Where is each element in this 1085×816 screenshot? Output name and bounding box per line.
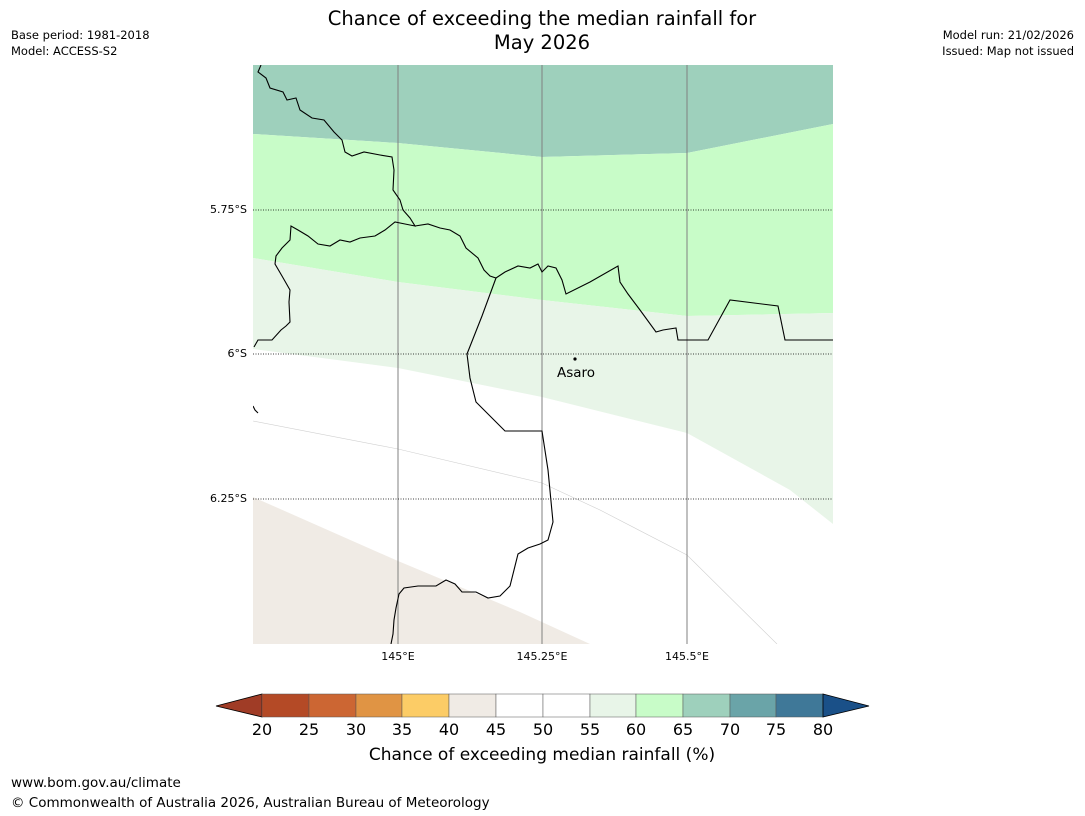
colorbar-cell-50-55 — [542, 693, 591, 718]
colorbar-label: Chance of exceeding median rainfall (%) — [368, 745, 716, 765]
issued-status: Issued: Map not issued — [942, 44, 1074, 58]
lon-label-145: 145°E — [381, 650, 415, 663]
colorbar-cell-65-70 — [682, 693, 731, 718]
contour-line — [253, 420, 778, 644]
colorbar-tick: 60 — [625, 720, 647, 739]
colorbar-tick: 30 — [345, 720, 367, 739]
asaro-marker — [573, 357, 577, 361]
colorbar-cell-35-40 — [401, 693, 450, 718]
colorbar-tick: 50 — [532, 720, 554, 739]
colorbar-cell-55-60 — [589, 693, 637, 718]
colorbar-tick: 40 — [438, 720, 460, 739]
map-title: Chance of exceeding the median rainfall … — [242, 7, 842, 55]
colorbar-cell-40-45 — [448, 693, 497, 718]
colorbar-tick: 70 — [719, 720, 741, 739]
lat-label-6-25: 6.25°S — [210, 492, 247, 505]
meta-right: Model run: 21/02/2026 Issued: Map not is… — [942, 27, 1074, 59]
province-boundary-north — [253, 65, 417, 348]
colorbar-cell-30-35 — [355, 693, 403, 718]
footer-copyright: © Commonwealth of Australia 2026, Austra… — [11, 795, 490, 811]
model-run: Model run: 21/02/2026 — [942, 28, 1074, 42]
colorbar-tick: 35 — [391, 720, 413, 739]
province-boundary-central — [390, 277, 554, 644]
colorbar-tick: 20 — [251, 720, 273, 739]
lat-label-6: 6°S — [227, 347, 247, 360]
lat-label-5-75: 5.75°S — [210, 203, 247, 216]
colorbar-cell-20-25 — [261, 693, 310, 718]
colorbar-cell-25-30 — [308, 693, 357, 718]
place-label-asaro: Asaro — [557, 365, 596, 381]
colorbar-extend-high — [822, 693, 870, 718]
colorbar-extend-low — [215, 693, 263, 718]
colorbar-cell-45-50 — [495, 693, 544, 718]
lon-label-145-5: 145.5°E — [665, 650, 709, 663]
boundary-fragment — [253, 405, 259, 414]
colorbar-cell-70-75 — [729, 693, 777, 718]
colorbar-tick: 45 — [485, 720, 507, 739]
colorbar — [215, 693, 870, 718]
title-line-2: May 2026 — [493, 31, 591, 54]
province-boundary-east — [414, 223, 833, 341]
lon-label-145-25: 145.25°E — [516, 650, 568, 663]
band-40-45 — [253, 497, 590, 644]
model-name: Model: ACCESS-S2 — [11, 44, 118, 58]
title-line-1: Chance of exceeding the median rainfall … — [327, 7, 757, 30]
colorbar-cell-60-65 — [635, 693, 684, 718]
footer-website: www.bom.gov.au/climate — [11, 775, 181, 791]
colorbar-tick: 55 — [579, 720, 601, 739]
colorbar-cell-75-80 — [775, 693, 824, 718]
meta-left: Base period: 1981-2018 Model: ACCESS-S2 — [11, 27, 150, 59]
colorbar-tick: 75 — [765, 720, 787, 739]
colorbar-tick: 65 — [672, 720, 694, 739]
map-area — [253, 65, 833, 644]
colorbar-tick: 80 — [812, 720, 834, 739]
colorbar-tick: 25 — [298, 720, 320, 739]
base-period: Base period: 1981-2018 — [11, 28, 150, 42]
